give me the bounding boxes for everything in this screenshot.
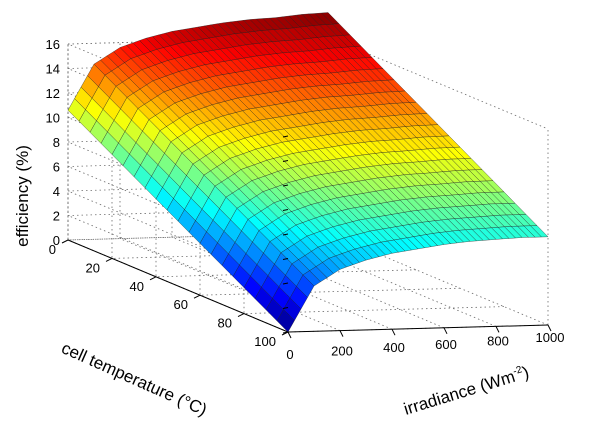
x-tick-label-0: 0 bbox=[286, 347, 293, 362]
y-tick-label-3: 60 bbox=[174, 297, 188, 312]
y-tick-label-2: 40 bbox=[130, 279, 144, 294]
x-tick-mark-0 bbox=[287, 331, 292, 339]
z-tick-label-3: 6 bbox=[53, 160, 60, 175]
surface-patch-0-19 bbox=[276, 309, 295, 333]
x-axis-label-suffix: ) bbox=[520, 363, 531, 383]
x-axis-label: irradiance (Wm-2) bbox=[402, 363, 532, 419]
z-tick-label-7: 14 bbox=[46, 62, 60, 77]
y-tick-mark-4 bbox=[237, 313, 245, 318]
box-edge-4 bbox=[327, 36, 549, 130]
x-tick-label-1: 200 bbox=[331, 344, 353, 359]
x-tick-label-2: 400 bbox=[383, 340, 405, 355]
y-tick-mark-5 bbox=[281, 331, 289, 336]
x-tick-mark-4 bbox=[495, 326, 500, 333]
z-tick-mark-1 bbox=[282, 307, 289, 309]
x-axis-label-main: irradiance (Wm bbox=[402, 367, 518, 419]
y-axis-line bbox=[67, 239, 289, 333]
y-tick-label-5: 100 bbox=[254, 334, 276, 349]
z-tick-mark-3 bbox=[282, 258, 289, 260]
y-tick-label-4: 80 bbox=[218, 316, 232, 331]
x-tick-mark-2 bbox=[391, 328, 396, 336]
x-axis-label-superscript: -2 bbox=[512, 364, 524, 377]
z-tick-mark-5 bbox=[282, 209, 289, 211]
z-tick-mark-6 bbox=[282, 184, 289, 187]
grid-line-y-3 bbox=[199, 99, 461, 296]
y-tick-mark-1 bbox=[105, 257, 113, 262]
z-tick-label-5: 10 bbox=[46, 111, 60, 126]
x-tick-mark-3 bbox=[443, 327, 448, 335]
z-axis-label: efficiency (%) bbox=[13, 145, 32, 247]
z-tick-label-8: 16 bbox=[46, 37, 60, 52]
y-tick-mark-0 bbox=[61, 239, 69, 244]
x-tick-mark-1 bbox=[339, 330, 344, 337]
z-tick-label-4: 8 bbox=[53, 135, 60, 150]
x-axis-line bbox=[287, 324, 549, 333]
y-tick-mark-2 bbox=[149, 276, 157, 281]
z-tick-mark-8 bbox=[282, 135, 289, 138]
grid-line-y-4 bbox=[243, 117, 505, 315]
y-tick-label-1: 20 bbox=[86, 260, 100, 275]
z-tick-mark-4 bbox=[282, 233, 289, 236]
z-tick-label-0: 0 bbox=[53, 233, 60, 248]
z-tick-mark-7 bbox=[282, 160, 289, 162]
x-tick-label-3: 600 bbox=[435, 337, 457, 352]
x-tick-label-4: 800 bbox=[487, 333, 509, 348]
tick-labels: 0 2 4 6 8 10 12 14 16 0 200 400 600 800 1000 0 20 40 60 80 1… bbox=[46, 37, 565, 362]
z-tick-label-6: 12 bbox=[46, 86, 60, 101]
y-tick-mark-3 bbox=[193, 294, 201, 299]
z-tick-mark-2 bbox=[282, 282, 289, 285]
z-tick-label-2: 4 bbox=[53, 184, 60, 199]
y-tick-label-0: 0 bbox=[49, 242, 56, 257]
x-tick-label-5: 1000 bbox=[536, 330, 565, 345]
efficiency-surface bbox=[67, 12, 549, 333]
y-axis-label: cell temperature (°C) bbox=[59, 338, 210, 419]
x-tick-mark-5 bbox=[547, 324, 552, 332]
z-tick-label-1: 2 bbox=[53, 209, 60, 224]
